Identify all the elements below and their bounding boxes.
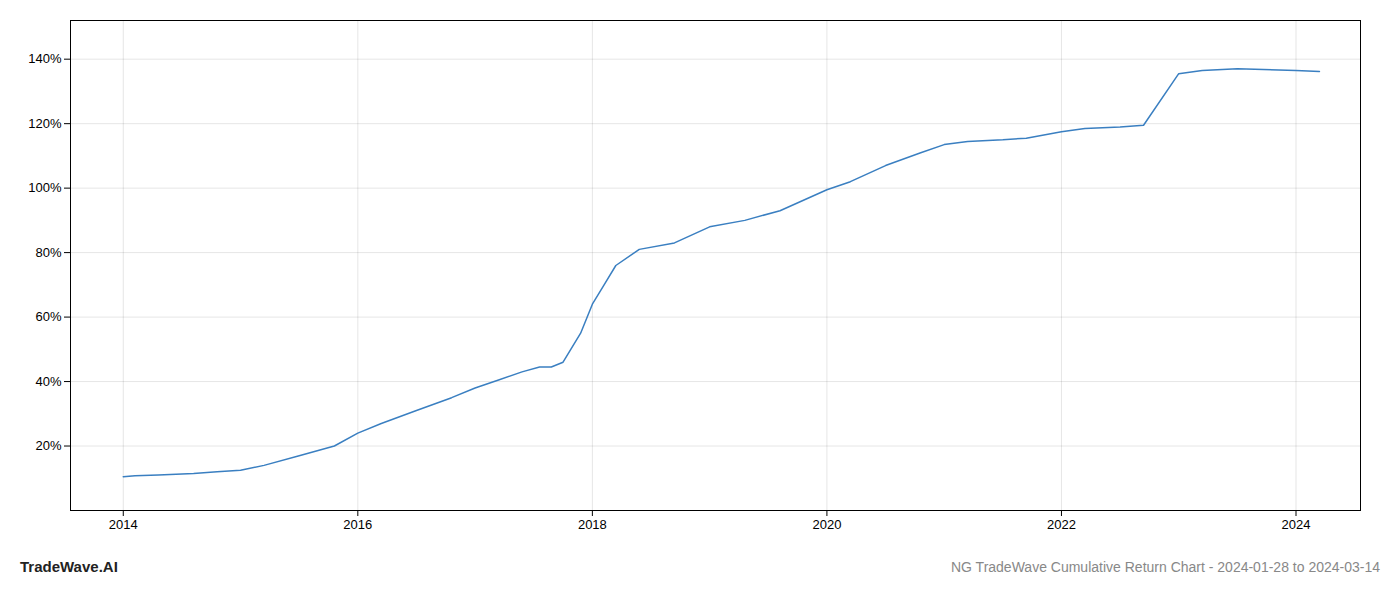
svg-text:2022: 2022	[1047, 517, 1076, 532]
svg-text:140%: 140%	[28, 51, 62, 66]
svg-text:2018: 2018	[578, 517, 607, 532]
html-text:TradeWave.AI: TradeWave.AI	[20, 558, 118, 575]
svg-text:2016: 2016	[343, 517, 372, 532]
svg-text:20%: 20%	[35, 438, 61, 453]
svg-text:100%: 100%	[28, 180, 62, 195]
svg-text:60%: 60%	[35, 309, 61, 324]
svg-text:2014: 2014	[109, 517, 138, 532]
svg-text:80%: 80%	[35, 245, 61, 260]
svg-text:40%: 40%	[35, 374, 61, 389]
svg-text:2024: 2024	[1282, 517, 1311, 532]
html-text:NG TradeWave Cumulative Return: NG TradeWave Cumulative Return Chart - 2…	[951, 558, 1380, 575]
svg-text:120%: 120%	[28, 116, 62, 131]
svg-text:2020: 2020	[812, 517, 841, 532]
